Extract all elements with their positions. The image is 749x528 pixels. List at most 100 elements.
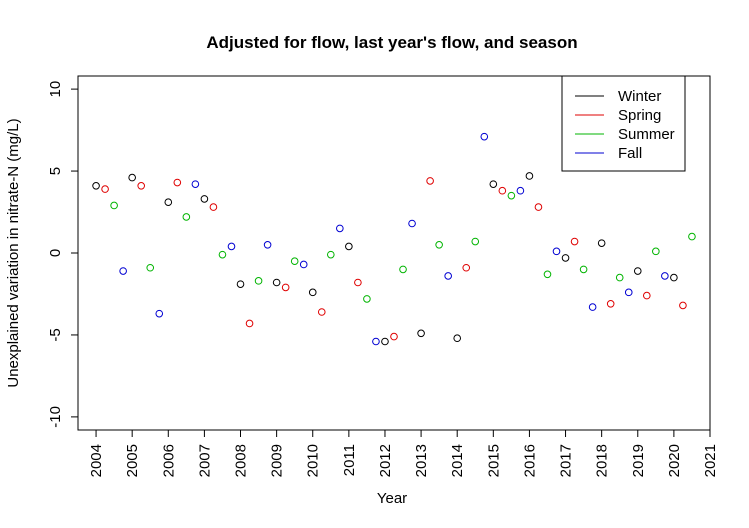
y-tick-label: -5 <box>47 328 64 341</box>
legend-label-fall: Fall <box>618 145 642 162</box>
x-tick-label: 2010 <box>305 444 322 477</box>
data-points <box>92 132 696 346</box>
point-spring <box>426 177 434 185</box>
point-spring <box>390 332 398 341</box>
point-spring <box>209 203 218 211</box>
point-winter <box>381 337 389 346</box>
point-winter <box>345 242 353 251</box>
point-summer <box>507 191 516 200</box>
point-winter <box>489 180 498 188</box>
point-winter <box>92 182 100 190</box>
point-summer <box>182 213 191 221</box>
x-tick-label: 2012 <box>377 444 394 477</box>
point-summer <box>110 201 118 210</box>
point-fall <box>624 288 633 297</box>
x-tick-label: 2009 <box>269 444 286 477</box>
point-spring <box>606 300 615 308</box>
point-fall <box>336 224 344 233</box>
x-tick-label: 2020 <box>666 444 683 477</box>
point-spring <box>498 186 507 195</box>
point-summer <box>290 257 299 265</box>
x-tick-label: 2021 <box>702 444 719 477</box>
point-fall <box>516 186 525 195</box>
x-tick-label: 2013 <box>413 444 430 477</box>
y-tick-label: -10 <box>47 406 64 428</box>
point-spring <box>534 203 543 211</box>
point-summer <box>615 273 624 282</box>
point-fall <box>444 272 452 280</box>
point-spring <box>354 278 362 287</box>
point-winter <box>417 329 425 338</box>
point-spring <box>679 301 687 310</box>
point-spring <box>281 283 290 292</box>
point-fall <box>552 247 561 256</box>
point-summer <box>146 263 155 272</box>
x-tick-label: 2015 <box>485 444 502 477</box>
y-tick-label: 10 <box>47 81 64 98</box>
x-tick-label: 2006 <box>160 444 177 477</box>
x-axis-label: Year <box>377 490 407 507</box>
point-winter <box>633 267 642 275</box>
point-fall <box>480 132 489 141</box>
point-winter <box>272 278 281 287</box>
point-fall <box>588 303 597 311</box>
point-summer <box>652 247 660 256</box>
point-summer <box>543 270 552 279</box>
point-summer <box>363 295 371 303</box>
x-tick-label: 2019 <box>630 444 647 477</box>
legend: Winter Spring Summer Fall <box>561 75 686 172</box>
x-tick-label: 2008 <box>233 444 250 477</box>
point-spring <box>462 263 471 272</box>
point-summer <box>579 265 588 274</box>
legend-label-spring: Spring <box>618 107 661 124</box>
point-summer <box>254 277 263 285</box>
point-spring <box>570 237 579 246</box>
point-spring <box>245 319 254 328</box>
y-tick-label: 5 <box>47 167 64 175</box>
x-tick-label: 2016 <box>521 444 538 477</box>
point-winter <box>200 195 209 203</box>
point-winter <box>670 273 678 282</box>
point-fall <box>119 267 127 275</box>
point-spring <box>137 182 145 190</box>
x-tick-label: 2017 <box>558 444 575 477</box>
point-spring <box>643 291 651 300</box>
chart-title: Adjusted for flow, last year's flow, and… <box>206 33 577 52</box>
legend-label-winter: Winter <box>618 88 661 105</box>
point-spring <box>101 185 109 193</box>
point-summer <box>218 250 227 259</box>
point-spring <box>317 308 326 316</box>
legend-box <box>561 75 686 172</box>
point-fall <box>227 242 236 251</box>
point-summer <box>399 265 407 274</box>
x-tick-label: 2014 <box>449 444 466 477</box>
point-winter <box>453 334 462 343</box>
y-tick-label: 0 <box>47 249 64 257</box>
point-summer <box>471 237 480 246</box>
point-fall <box>661 272 669 280</box>
x-tick-label: 2005 <box>124 444 141 477</box>
point-summer <box>688 232 696 241</box>
point-spring <box>173 178 182 187</box>
point-winter <box>525 172 534 180</box>
point-winter <box>308 288 317 297</box>
point-fall <box>191 180 200 188</box>
x-tick-label: 2007 <box>196 444 213 477</box>
point-fall <box>155 309 164 318</box>
point-summer <box>327 250 335 259</box>
point-summer <box>435 241 443 249</box>
y-axis-label: Unexplained variation in nitrate-N (mg/L… <box>5 118 22 387</box>
x-axis: 2004 2005 2006 2007 2008 2009 2010 2011 2012 2013… <box>88 429 719 477</box>
point-winter <box>597 239 606 247</box>
x-tick-label: 2018 <box>594 444 611 477</box>
point-fall <box>263 241 272 249</box>
point-winter <box>236 280 245 288</box>
point-winter <box>561 254 570 262</box>
point-fall <box>408 219 416 228</box>
point-winter <box>128 173 136 182</box>
y-axis: -10 -5 0 5 10 <box>47 81 79 428</box>
legend-label-summer: Summer <box>618 126 675 143</box>
x-tick-label: 2011 <box>341 444 358 476</box>
point-fall <box>299 260 308 269</box>
